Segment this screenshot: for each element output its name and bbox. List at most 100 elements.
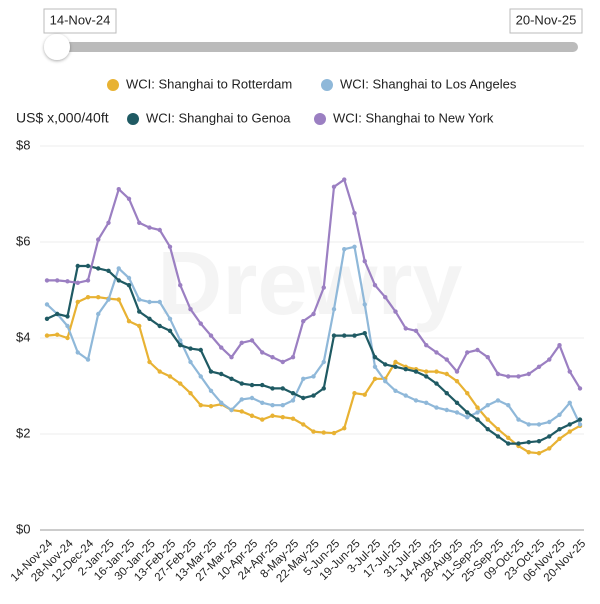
data-point bbox=[65, 279, 70, 284]
data-point bbox=[434, 350, 439, 355]
data-point bbox=[260, 350, 265, 355]
data-point bbox=[260, 400, 265, 405]
data-point bbox=[157, 299, 162, 305]
data-point bbox=[352, 391, 357, 396]
data-point bbox=[557, 427, 562, 432]
data-point bbox=[126, 275, 132, 281]
data-point bbox=[55, 332, 60, 337]
data-point bbox=[516, 441, 521, 446]
data-point bbox=[444, 391, 449, 396]
data-point bbox=[342, 333, 347, 338]
data-point bbox=[547, 434, 552, 439]
data-point bbox=[485, 403, 490, 408]
data-point bbox=[208, 369, 214, 374]
data-point bbox=[229, 376, 234, 381]
data-point bbox=[526, 450, 531, 455]
data-point bbox=[208, 403, 214, 409]
data-point bbox=[239, 409, 244, 414]
data-point bbox=[403, 326, 408, 331]
data-point bbox=[424, 343, 429, 348]
y-tick-label: $4 bbox=[16, 329, 30, 344]
slider-handle[interactable] bbox=[44, 34, 70, 60]
data-point bbox=[342, 426, 347, 431]
data-point bbox=[331, 307, 337, 312]
data-point bbox=[311, 374, 316, 379]
data-point bbox=[526, 439, 531, 445]
data-point bbox=[331, 333, 337, 338]
data-point bbox=[96, 295, 101, 300]
data-point bbox=[567, 369, 572, 374]
data-point bbox=[301, 319, 306, 324]
data-point bbox=[290, 398, 296, 403]
data-point bbox=[219, 371, 224, 377]
data-point bbox=[454, 379, 460, 384]
data-point bbox=[178, 338, 183, 343]
data-point bbox=[352, 211, 357, 216]
data-point bbox=[372, 364, 378, 369]
data-point bbox=[413, 398, 419, 403]
data-point bbox=[557, 412, 562, 417]
data-point bbox=[403, 393, 408, 398]
data-point bbox=[260, 382, 265, 388]
y-tick-label: $0 bbox=[16, 521, 30, 536]
data-point bbox=[198, 347, 203, 353]
data-point bbox=[454, 410, 460, 415]
data-point bbox=[424, 369, 429, 374]
data-point bbox=[567, 400, 572, 405]
data-point bbox=[219, 400, 224, 405]
data-point bbox=[506, 435, 511, 441]
data-point bbox=[444, 357, 449, 362]
data-point bbox=[331, 430, 337, 436]
data-point bbox=[188, 359, 193, 365]
data-point bbox=[577, 417, 583, 422]
slider-track[interactable] bbox=[50, 42, 578, 52]
data-point bbox=[75, 280, 80, 285]
start-box bbox=[43, 8, 117, 34]
data-point bbox=[372, 283, 378, 288]
data-point bbox=[321, 359, 326, 365]
data-point bbox=[465, 415, 470, 420]
data-point bbox=[280, 415, 285, 420]
data-point bbox=[547, 357, 552, 362]
data-point bbox=[96, 311, 101, 317]
end-box bbox=[509, 8, 583, 34]
data-point bbox=[106, 268, 111, 273]
data-point bbox=[372, 376, 378, 381]
data-point bbox=[96, 237, 101, 242]
data-point bbox=[506, 403, 511, 408]
data-point bbox=[536, 451, 542, 456]
data-point bbox=[434, 405, 439, 410]
data-point bbox=[280, 386, 285, 391]
legend-label: WCI: Shanghai to Los Angeles bbox=[340, 76, 517, 91]
data-point bbox=[475, 410, 480, 415]
data-point bbox=[65, 314, 70, 319]
data-point bbox=[536, 422, 542, 427]
data-point bbox=[198, 321, 203, 326]
data-point bbox=[567, 429, 572, 434]
data-point bbox=[301, 376, 306, 381]
data-point bbox=[424, 400, 429, 405]
data-point bbox=[44, 316, 50, 321]
data-point bbox=[475, 417, 480, 422]
data-point bbox=[485, 417, 490, 422]
legend-swatch bbox=[314, 113, 326, 125]
data-point bbox=[137, 220, 142, 225]
data-point bbox=[372, 355, 378, 360]
data-point bbox=[75, 350, 80, 355]
data-point bbox=[547, 446, 552, 451]
data-point bbox=[208, 388, 214, 393]
data-point bbox=[444, 371, 449, 377]
data-point bbox=[116, 266, 121, 271]
data-point bbox=[454, 369, 460, 374]
data-point bbox=[403, 367, 408, 372]
data-point bbox=[157, 227, 162, 233]
data-point bbox=[106, 297, 111, 302]
data-point bbox=[239, 340, 244, 345]
data-point bbox=[362, 302, 367, 307]
data-point bbox=[536, 439, 542, 444]
legend-swatch bbox=[107, 79, 119, 91]
data-point bbox=[393, 359, 398, 365]
data-point bbox=[506, 374, 511, 379]
data-point bbox=[126, 319, 132, 324]
data-point bbox=[44, 333, 50, 338]
